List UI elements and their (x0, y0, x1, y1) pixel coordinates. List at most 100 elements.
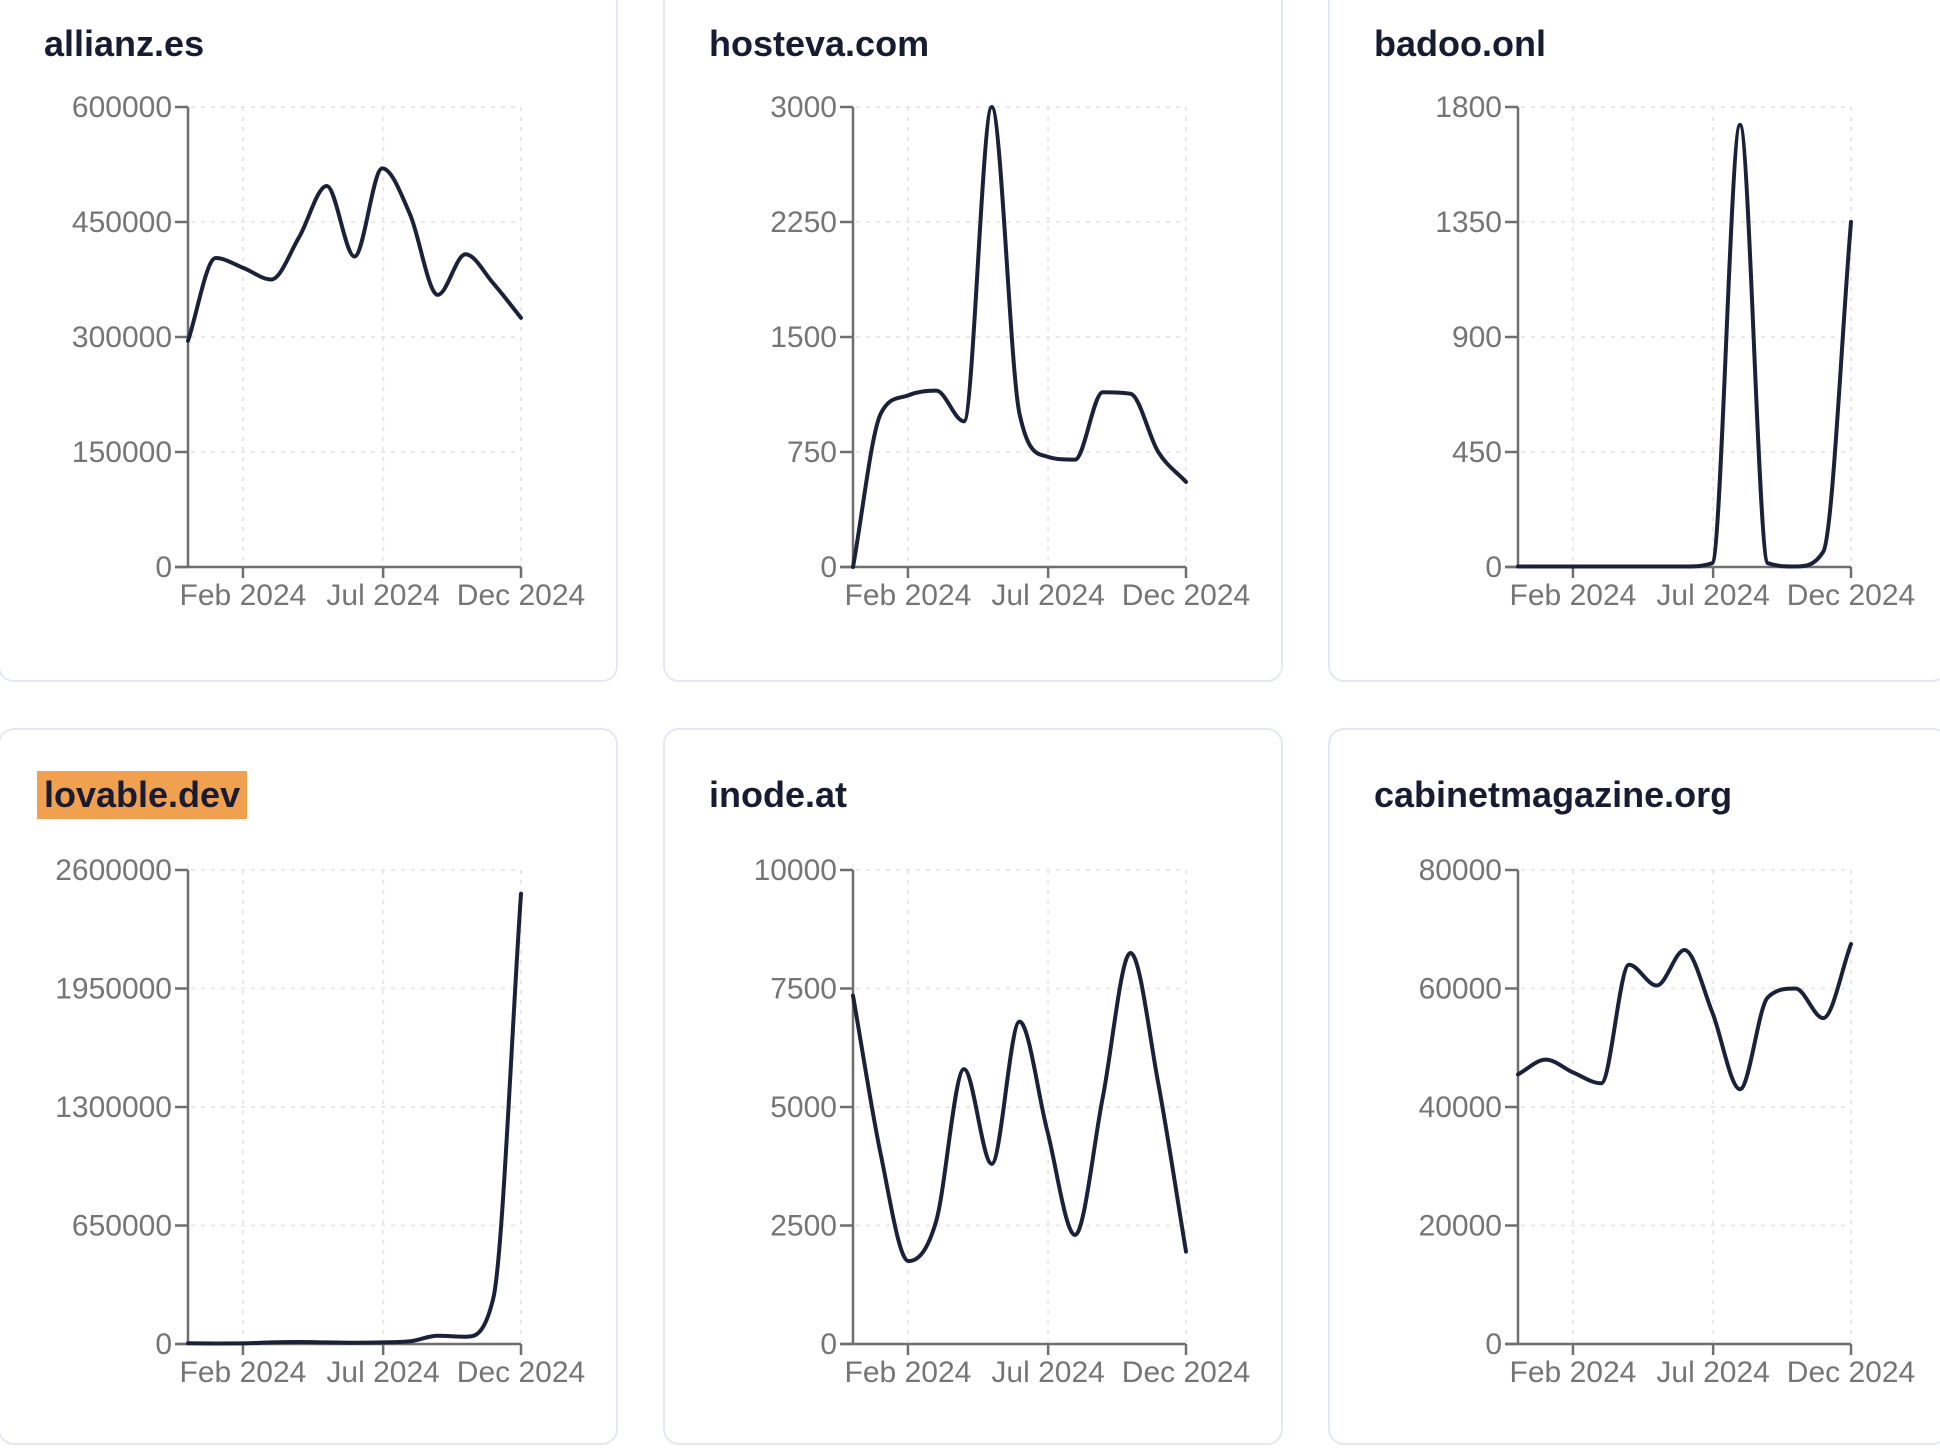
y-tick-labels: 0 450 900 1350 1800 (1435, 91, 1502, 584)
svg-text:7500: 7500 (770, 973, 837, 1006)
domain-card-allianz[interactable]: 0 150000 300000 450000 600000 Feb 2024 Jul 202… (0, 0, 618, 682)
svg-text:2250: 2250 (770, 206, 837, 239)
svg-text:1800: 1800 (1435, 91, 1502, 124)
svg-text:0: 0 (1485, 1328, 1502, 1361)
svg-text:Dec 2024: Dec 2024 (1787, 1356, 1915, 1389)
series-line (186, 166, 523, 343)
svg-text:Jul 2024: Jul 2024 (991, 579, 1104, 612)
svg-text:Dec 2024: Dec 2024 (457, 579, 585, 612)
x-tick-labels: Feb 2024 Jul 2024 Dec 2024 (180, 1356, 586, 1389)
series-line (1516, 122, 1853, 569)
gridlines (856, 106, 1187, 565)
line-chart: 0 150000 300000 450000 600000 Feb 2024 Jul 202… (72, 91, 586, 612)
svg-text:Feb 2024: Feb 2024 (1510, 579, 1637, 612)
svg-text:Dec 2024: Dec 2024 (457, 1356, 585, 1389)
svg-text:Dec 2024: Dec 2024 (1122, 579, 1250, 612)
domain-card-inode[interactable]: 0 2500 5000 7500 10000 Feb 2024 Jul 2024 Dec 20… (663, 728, 1283, 1445)
x-tick-labels: Feb 2024 Jul 2024 Dec 2024 (1510, 1356, 1916, 1389)
y-tick-labels: 0 150000 300000 450000 600000 (72, 91, 172, 584)
line-chart: 0 20000 40000 60000 80000 Feb 2024 Jul 2024 Dec… (1419, 854, 1916, 1389)
svg-text:0: 0 (820, 1328, 837, 1361)
y-tick-labels: 0 20000 40000 60000 80000 (1419, 854, 1502, 1361)
gridlines (1521, 869, 1852, 1342)
series-line (851, 950, 1188, 1264)
line-chart: 0 750 1500 2250 3000 Feb 2024 Jul 2024 Dec 2024 (770, 91, 1251, 612)
x-tick-labels: Feb 2024 Jul 2024 Dec 2024 (845, 579, 1251, 612)
svg-text:1950000: 1950000 (55, 973, 172, 1006)
card-title: hosteva.com (709, 20, 936, 68)
domain-card-cabinetmagazine[interactable]: 0 20000 40000 60000 80000 Feb 2024 Jul 2024 Dec… (1328, 728, 1940, 1445)
card-title: badoo.onl (1374, 20, 1553, 68)
svg-text:Jul 2024: Jul 2024 (326, 579, 439, 612)
y-tick-labels: 0 650000 1300000 1950000 2600000 (55, 854, 172, 1361)
domain-name-label: cabinetmagazine.org (1374, 774, 1733, 815)
series-line (1516, 942, 1853, 1092)
card-title: inode.at (709, 771, 854, 819)
x-tick-labels: Feb 2024 Jul 2024 Dec 2024 (1510, 579, 1916, 612)
svg-text:0: 0 (1485, 551, 1502, 584)
svg-text:450000: 450000 (72, 206, 172, 239)
y-tick-labels: 0 750 1500 2250 3000 (770, 91, 837, 584)
svg-text:650000: 650000 (72, 1210, 172, 1243)
svg-text:10000: 10000 (754, 854, 837, 887)
svg-text:Dec 2024: Dec 2024 (1787, 579, 1915, 612)
svg-text:900: 900 (1452, 321, 1502, 354)
axes (1505, 868, 1853, 1355)
axes (175, 868, 523, 1355)
svg-text:1350: 1350 (1435, 206, 1502, 239)
axes (840, 868, 1188, 1355)
svg-text:Dec 2024: Dec 2024 (1122, 1356, 1250, 1389)
svg-text:300000: 300000 (72, 321, 172, 354)
svg-text:Feb 2024: Feb 2024 (1510, 1356, 1637, 1389)
series-line (186, 891, 523, 1346)
svg-text:Jul 2024: Jul 2024 (1656, 579, 1769, 612)
domain-name-label: inode.at (709, 774, 848, 815)
y-tick-labels: 0 2500 5000 7500 10000 (754, 854, 837, 1361)
svg-text:750: 750 (787, 436, 837, 469)
svg-text:2500: 2500 (770, 1210, 837, 1243)
svg-text:Feb 2024: Feb 2024 (845, 1356, 972, 1389)
svg-text:0: 0 (155, 1328, 172, 1361)
domain-name-label: hosteva.com (709, 23, 930, 64)
svg-text:Jul 2024: Jul 2024 (1656, 1356, 1769, 1389)
svg-text:3000: 3000 (770, 91, 837, 124)
card-title: allianz.es (44, 20, 211, 68)
series-line (851, 105, 1188, 569)
line-chart: 0 2500 5000 7500 10000 Feb 2024 Jul 2024 Dec 20… (754, 854, 1251, 1389)
svg-text:0: 0 (155, 551, 172, 584)
svg-text:Feb 2024: Feb 2024 (180, 1356, 307, 1389)
axes (1505, 105, 1853, 578)
svg-text:20000: 20000 (1419, 1210, 1502, 1243)
domain-name-label highlighted-domain: lovable.dev (37, 771, 248, 819)
gridlines (191, 106, 522, 565)
svg-text:600000: 600000 (72, 91, 172, 124)
gridlines (1521, 106, 1852, 565)
svg-text:1300000: 1300000 (55, 1091, 172, 1124)
x-tick-labels: Feb 2024 Jul 2024 Dec 2024 (845, 1356, 1251, 1389)
svg-text:1500: 1500 (770, 321, 837, 354)
domain-name-label: allianz.es (44, 23, 205, 64)
svg-text:Feb 2024: Feb 2024 (845, 579, 972, 612)
svg-text:5000: 5000 (770, 1091, 837, 1124)
svg-text:Jul 2024: Jul 2024 (991, 1356, 1104, 1389)
svg-text:80000: 80000 (1419, 854, 1502, 887)
gridlines (856, 869, 1187, 1342)
domain-card-hosteva[interactable]: 0 750 1500 2250 3000 Feb 2024 Jul 2024 Dec 2024… (663, 0, 1283, 682)
svg-text:2600000: 2600000 (55, 854, 172, 887)
svg-text:450: 450 (1452, 436, 1502, 469)
svg-text:0: 0 (820, 551, 837, 584)
svg-text:Jul 2024: Jul 2024 (326, 1356, 439, 1389)
axes (175, 105, 523, 578)
svg-text:60000: 60000 (1419, 973, 1502, 1006)
card-title: cabinetmagazine.org (1374, 771, 1739, 819)
svg-text:40000: 40000 (1419, 1091, 1502, 1124)
svg-text:150000: 150000 (72, 436, 172, 469)
gridlines (191, 869, 522, 1342)
domain-card-lovable[interactable]: 0 650000 1300000 1950000 2600000 Feb 2024 Jul … (0, 728, 618, 1445)
line-chart: 0 650000 1300000 1950000 2600000 Feb 2024 Jul … (55, 854, 586, 1389)
domain-card-badoo[interactable]: 0 450 900 1350 1800 Feb 2024 Jul 2024 Dec 2024 … (1328, 0, 1940, 682)
line-chart: 0 450 900 1350 1800 Feb 2024 Jul 2024 Dec 2024 (1435, 91, 1916, 612)
x-tick-labels: Feb 2024 Jul 2024 Dec 2024 (180, 579, 586, 612)
